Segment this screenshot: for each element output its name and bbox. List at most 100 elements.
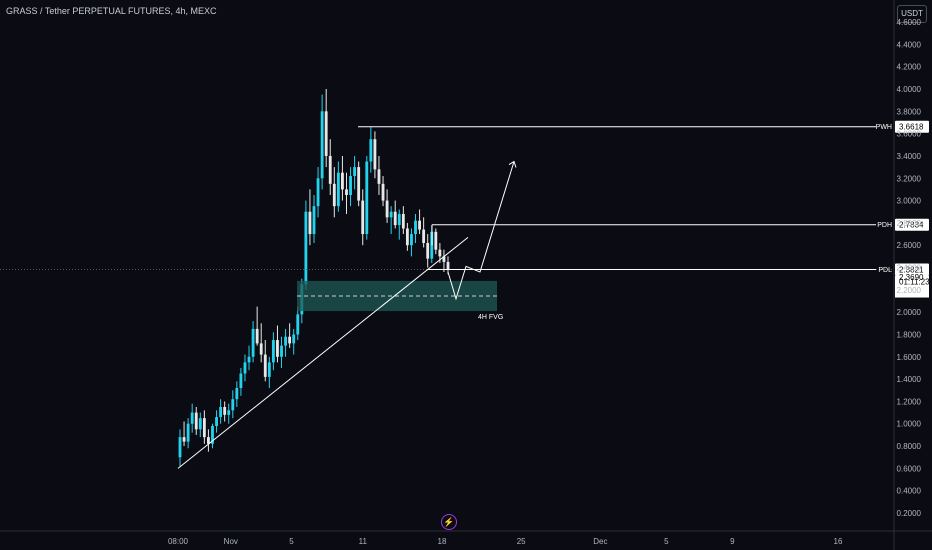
candle-body [393,211,397,226]
secondary-price-text: 2.3690 [899,273,924,282]
candle-body [304,211,308,285]
y-tick-label: 2.0000 [897,308,922,317]
level-label-pwh: PWH [876,124,892,131]
x-tick-label: 16 [834,537,843,546]
x-tick-label: 25 [517,537,526,546]
candle-body [316,178,320,207]
level-price-tag [895,120,929,133]
level-label-pdh: PDH [877,222,892,229]
y-tick-label: 0.8000 [897,442,922,451]
candle-body [312,206,316,235]
y-tick-label: 4.0000 [897,85,922,94]
candle-body [194,412,198,430]
candle-body [267,362,271,377]
candle-body [231,399,235,411]
candle-body [361,200,365,235]
candle-body [235,388,239,400]
level-label-pdl: PDL [878,267,892,274]
candle-body [389,211,393,218]
y-tick-label: 4.4000 [897,40,922,49]
y-tick-label: 3.4000 [897,152,922,161]
candle-body [239,373,243,389]
y-tick-label: 1.4000 [897,375,922,384]
projection-arrowhead [508,160,517,168]
candle-body [324,111,328,156]
x-tick-label: 9 [730,537,735,546]
candle-body [369,139,373,162]
candle-body [341,172,344,190]
x-tick-label: 11 [359,537,368,546]
y-tick-label: 1.2000 [897,397,922,406]
y-tick-label: 3.2000 [897,174,922,183]
y-tick-label: 1.6000 [897,353,922,362]
projection-path [447,161,515,301]
fvg-label: 4H FVG [478,314,503,321]
candle-body [381,183,385,201]
candle-body [263,354,267,377]
candle-body [207,437,210,444]
countdown-tag [895,275,929,298]
candle-body [182,437,186,442]
candle-body [251,328,255,357]
y-tick-label: 1.0000 [897,420,922,429]
candle-body [328,155,332,184]
candle-body [223,407,227,415]
candle-body [373,139,377,170]
y-tick-label: 2.8000 [897,219,922,228]
candle-body [190,412,194,424]
candle-body [385,200,389,218]
candle-body [349,176,352,195]
y-tick-label: 2.2000 [897,286,922,295]
candle-body [198,418,202,430]
candle-body [211,425,214,444]
candle-body [345,189,348,195]
drawings-layer: 4H FVG PWH 3.6618 PDH 2.7834 PDL 2.3821 01:11:2… [0,120,930,469]
candle-body [202,418,206,438]
candle-body [320,111,324,179]
candle-body [255,328,259,344]
candle-body [292,334,296,344]
trendline [177,237,469,469]
candle-body [397,213,401,226]
countdown-text: 01:11:23 [899,278,930,287]
candle-body [271,340,275,363]
y-tick-label: 3.8000 [897,107,922,116]
x-tick-label: 08:00 [168,537,189,546]
candle-body [284,336,287,346]
candle-body [446,261,450,270]
level-price-text: 2.7834 [899,221,924,230]
candle-body [410,234,413,246]
x-tick-label: 5 [289,537,294,546]
candle-body [414,220,417,235]
candle-body [401,213,405,229]
candle-body [405,228,409,246]
y-tick-label: 4.6000 [897,18,922,27]
candle-body [276,340,279,357]
x-tick-label: 18 [438,537,447,546]
candle-body [430,231,434,259]
chart-title: GRASS / Tether PERPETUAL FUTURES, 4h, ME… [6,6,217,16]
candle-body [357,167,361,201]
candles-layer [178,89,450,467]
candle-body [377,169,381,184]
candle-body [418,220,421,230]
candle-body [422,229,426,243]
candle-body [442,256,446,262]
y-tick-label: 0.2000 [897,509,922,518]
y-tick-label: 3.0000 [897,197,922,206]
candle-body [288,336,292,344]
level-price-text: 2.3821 [899,266,924,275]
candle-body [336,172,340,207]
y-tick-label: 2.4000 [897,264,922,273]
y-tick-label: 2.6000 [897,241,922,250]
candle-body [259,343,263,355]
x-tick-label: 5 [664,537,669,546]
x-tick-label: Nov [224,537,238,546]
candle-body [332,183,336,207]
candle-body [178,437,182,458]
currency-button[interactable]: USDT [897,5,927,23]
lightning-icon[interactable]: ⚡ [441,514,457,530]
candle-body [280,345,283,357]
